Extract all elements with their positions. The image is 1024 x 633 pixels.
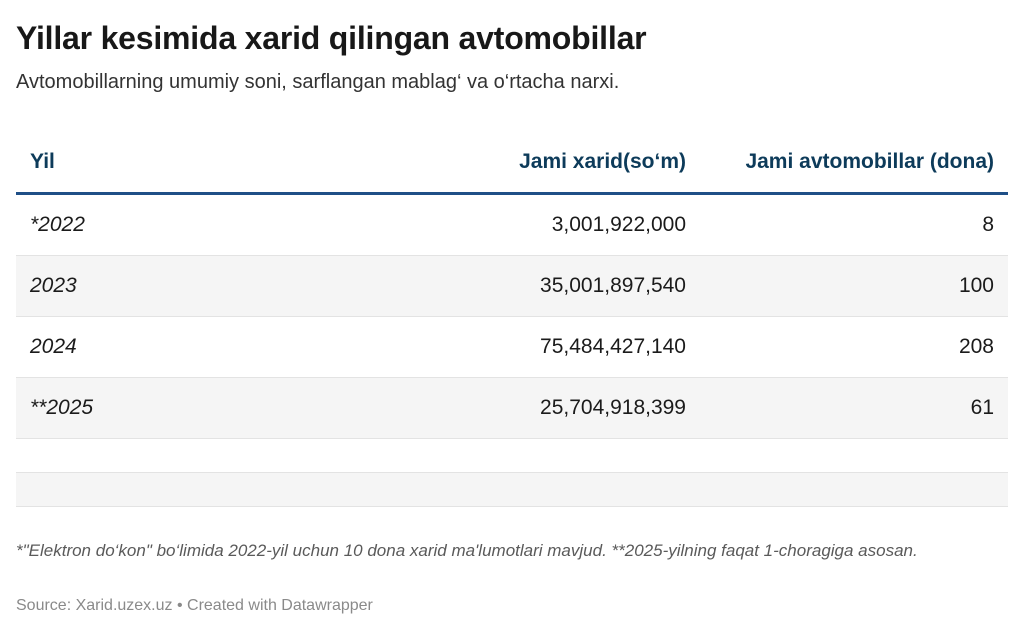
chart-title: Yillar kesimida xarid qilingan avtomobil… <box>16 20 647 56</box>
empty-cell <box>264 472 700 507</box>
cell-total-cars: 100 <box>700 255 1008 317</box>
cell-year: 2024 <box>16 316 264 378</box>
cell-total-purchase: 35,001,897,540 <box>264 255 700 317</box>
cell-total-purchase: 75,484,427,140 <box>264 316 700 378</box>
empty-row <box>16 472 1008 507</box>
table-row: *2022 3,001,922,000 8 <box>16 193 1008 256</box>
table-header-row: Yil Jami xarid(so‘m) Jami avtomobillar (… <box>16 132 1008 195</box>
column-header-total-cars[interactable]: Jami avtomobillar (dona) <box>700 132 1008 195</box>
table-row: 2023 35,001,897,540 100 <box>16 255 1008 317</box>
cell-year: *2022 <box>16 193 264 256</box>
empty-cell <box>16 472 264 507</box>
cell-total-purchase: 3,001,922,000 <box>264 193 700 256</box>
table-row: 2024 75,484,427,140 208 <box>16 316 1008 378</box>
chart-container: Yillar kesimida xarid qilingan avtomobil… <box>16 0 1008 614</box>
data-table: Yil Jami xarid(so‘m) Jami avtomobillar (… <box>16 132 1008 507</box>
table-row: **2025 25,704,918,399 61 <box>16 377 1008 439</box>
chart-subtitle: Avtomobillarning umumiy soni, sarflangan… <box>16 71 620 93</box>
cell-total-cars: 208 <box>700 316 1008 378</box>
empty-cell <box>700 472 1008 507</box>
cell-total-cars: 61 <box>700 377 1008 439</box>
empty-cell <box>264 438 700 473</box>
column-header-year[interactable]: Yil <box>16 132 264 195</box>
empty-cell <box>700 438 1008 473</box>
empty-row <box>16 438 1008 473</box>
column-header-total-purchase[interactable]: Jami xarid(so‘m) <box>264 132 700 195</box>
cell-year: **2025 <box>16 377 264 439</box>
empty-cell <box>16 438 264 473</box>
cell-total-cars: 8 <box>700 193 1008 256</box>
footnote: *"Elektron do‘kon" bo‘limida 2022-yil uc… <box>16 541 918 560</box>
cell-year: 2023 <box>16 255 264 317</box>
cell-total-purchase: 25,704,918,399 <box>264 377 700 439</box>
source-line[interactable]: Source: Xarid.uzex.uz • Created with Dat… <box>16 597 373 614</box>
